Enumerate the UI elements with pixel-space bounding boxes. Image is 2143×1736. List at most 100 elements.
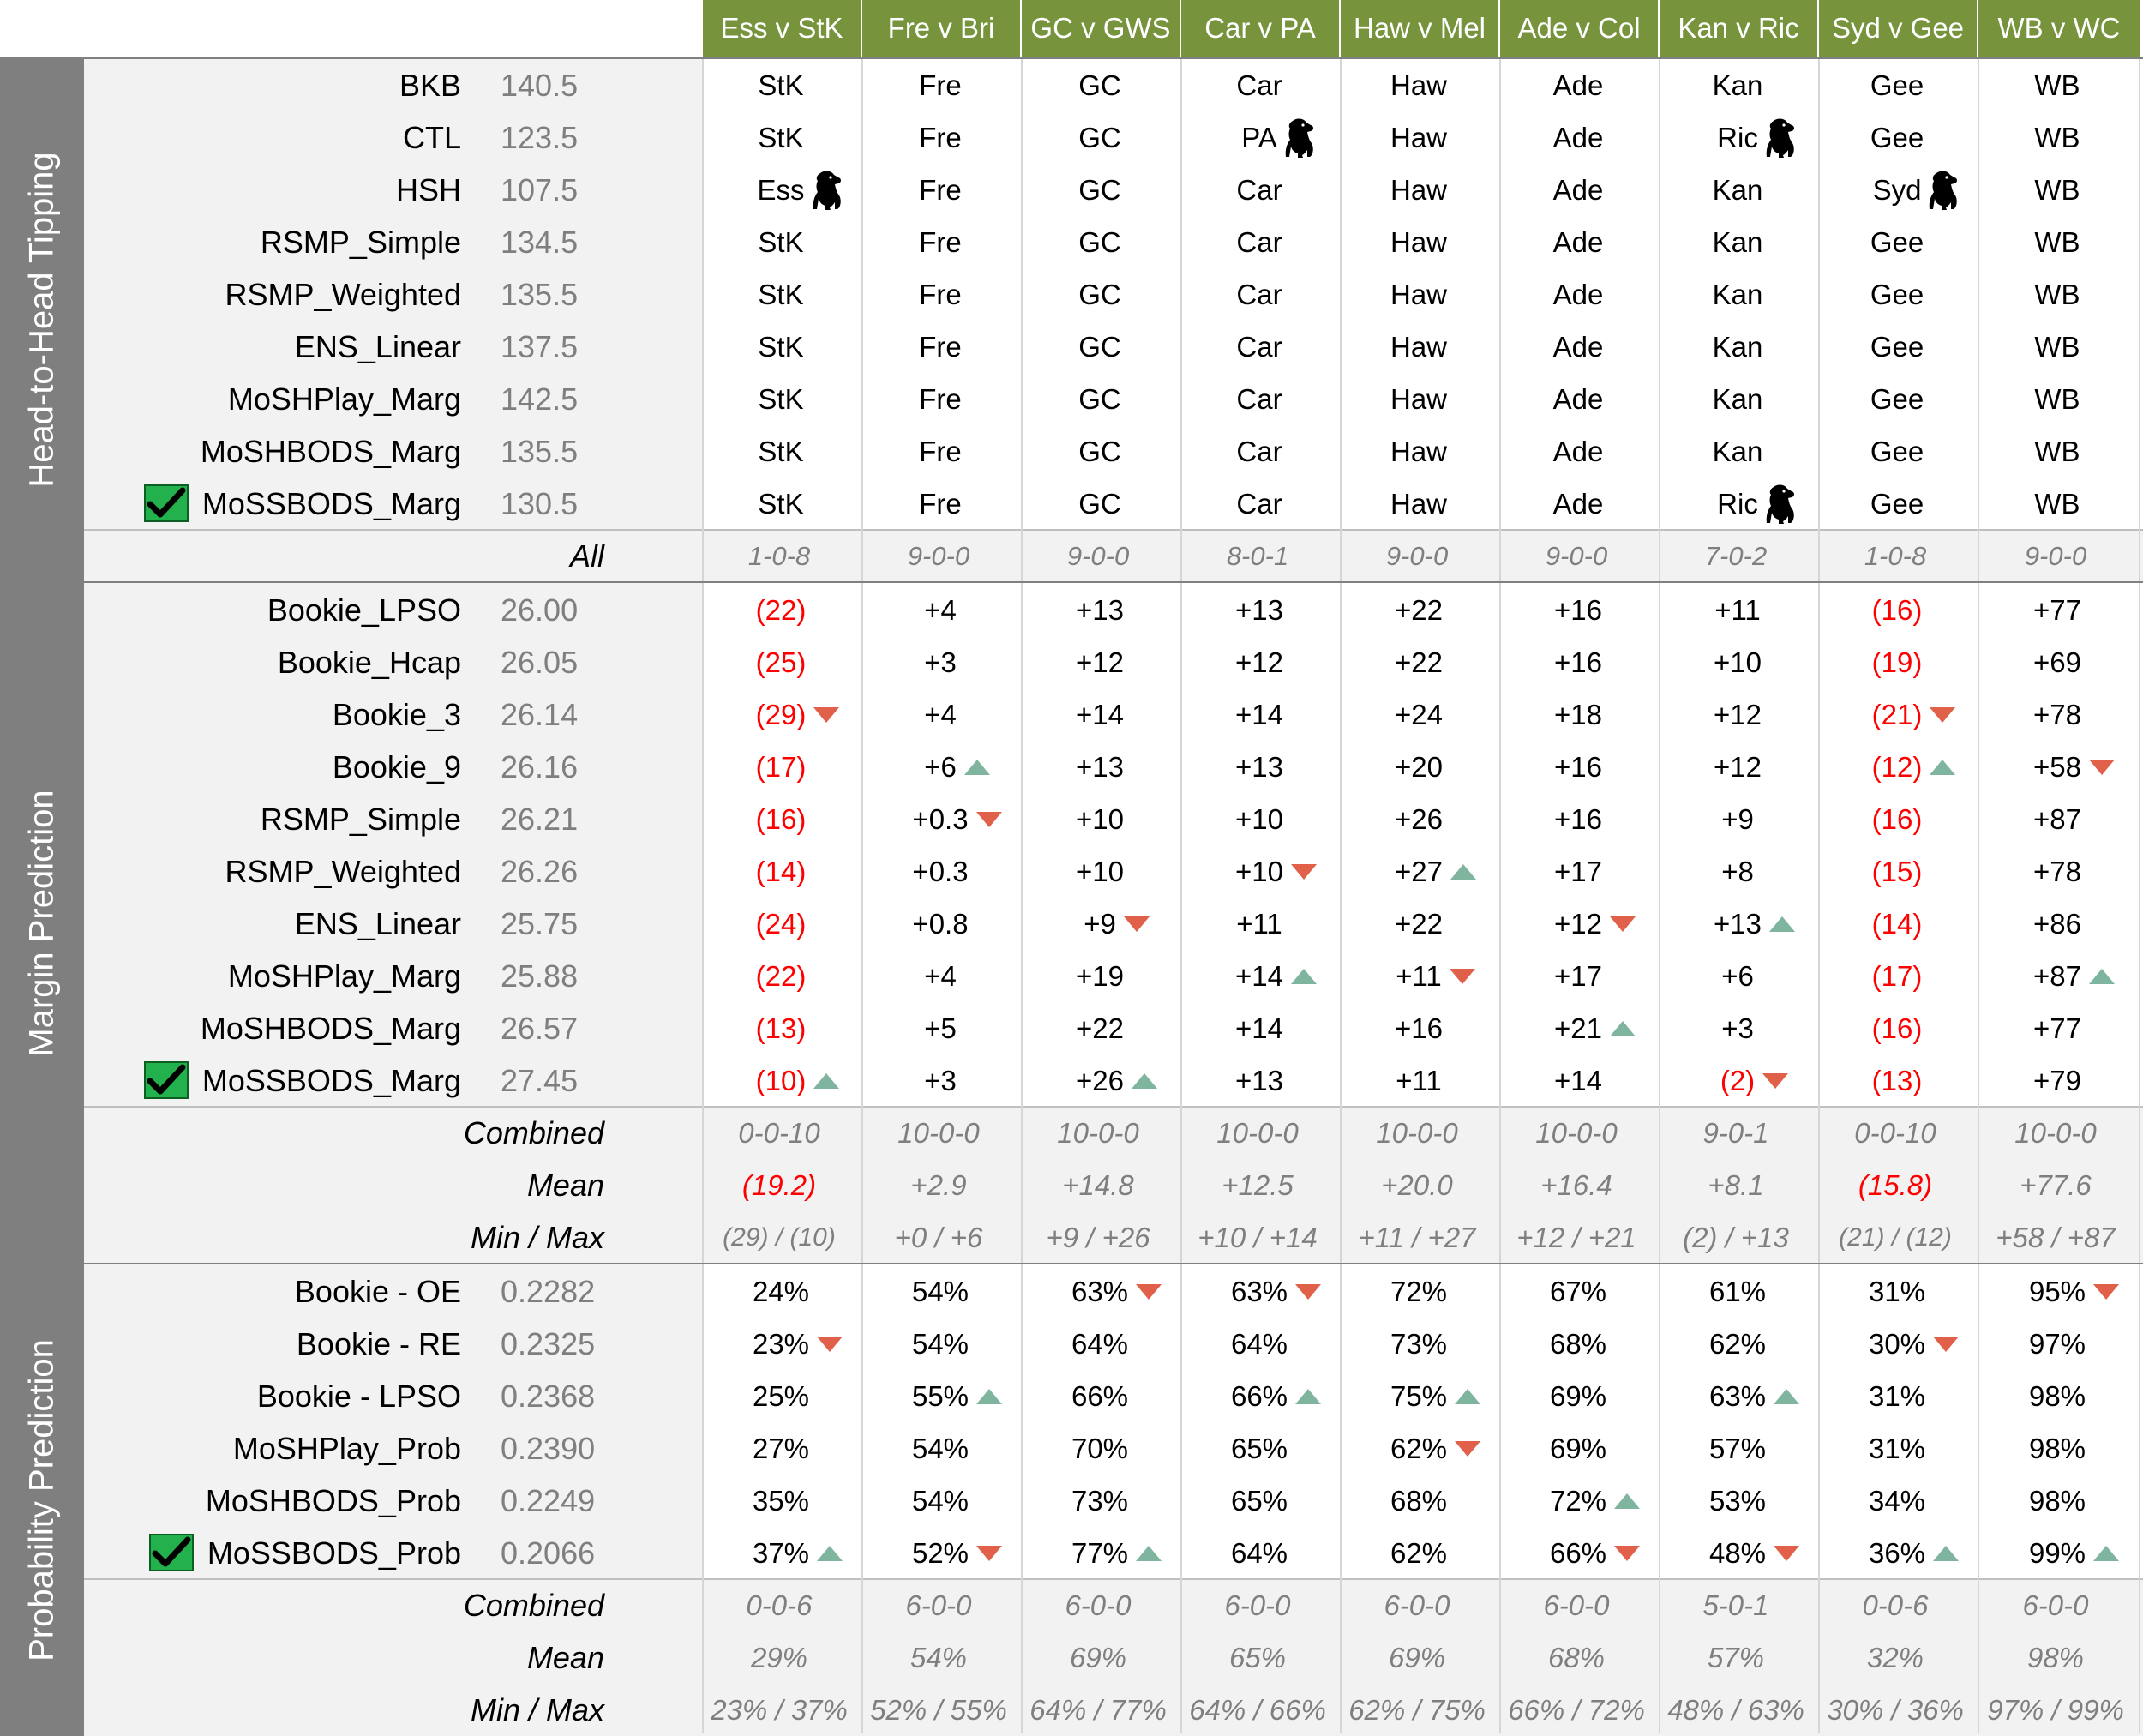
table-row: RSMP_Simple 134.5 StK Fre GC Car Haw Ade Kan Gee W… [0, 216, 2143, 268]
table-cell: Gee [1870, 383, 1924, 415]
table-cell: 98% [2028, 1485, 2086, 1517]
table-cell: +16 [1554, 646, 1602, 678]
table-cell: +22 [1395, 594, 1443, 626]
dog-icon [1928, 164, 1959, 216]
table-cell: +16 [1554, 751, 1602, 783]
summary-cell: (19.2) [741, 1169, 817, 1201]
table-cell: 61% [1708, 1276, 1767, 1307]
table-row: Bookie_Hcap 26.05 (25) +3 +12 +12 +22 +16 +10 (19… [0, 636, 2143, 688]
summary-cell: 6-0-0 [1065, 1589, 1132, 1621]
summary-cell: 29% [750, 1642, 808, 1673]
model-name: ENS_Linear [294, 329, 461, 364]
summary-cell: 64% / 66% [1189, 1694, 1326, 1726]
table-cell: Haw [1390, 488, 1448, 520]
model-score: 26.16 [501, 749, 579, 784]
triangle-up-icon [816, 1527, 843, 1579]
table-cell: +10 [1235, 803, 1283, 835]
table-cell: 66% [1071, 1380, 1129, 1412]
game-header: GC v GWS [1022, 0, 1180, 57]
table-cell: (13) [755, 1012, 807, 1044]
table-cell: (2) [1720, 1065, 1756, 1096]
model-score: 137.5 [501, 329, 579, 364]
table-cell: +8 [1721, 856, 1754, 887]
table-cell: StK [758, 69, 804, 101]
model-name: Bookie_9 [332, 749, 461, 784]
table-cell: Gee [1870, 122, 1924, 153]
model-name: RSMP_Weighted [225, 277, 461, 312]
model-name: Bookie - RE [296, 1326, 461, 1361]
table-cell: Haw [1390, 226, 1448, 258]
table-cell: Kan [1712, 436, 1763, 467]
table-cell: 69% [1549, 1433, 1607, 1464]
table-cell: 65% [1230, 1485, 1288, 1517]
table-cell: Kan [1712, 174, 1763, 206]
table-cell: Haw [1390, 436, 1448, 467]
table-cell: +14 [1235, 960, 1283, 992]
table-row: ENS_Linear 25.75 (24) +0.8 +9 +11 +22 +12 +13 (14… [0, 898, 2143, 950]
table-cell: 63% [1708, 1380, 1767, 1412]
summary-cell: 10-0-0 [1216, 1117, 1299, 1149]
table-cell: WB [2034, 69, 2080, 101]
summary-cell: 10-0-0 [1376, 1117, 1458, 1149]
triangle-down-shape [1295, 1283, 1322, 1300]
summary-cell: 6-0-0 [2022, 1589, 2089, 1621]
table-cell: WB [2034, 331, 2080, 363]
table-cell: 34% [1868, 1485, 1926, 1517]
triangle-down-shape [1933, 1336, 1960, 1352]
checkmark-box [144, 1061, 189, 1099]
table-cell: 63% [1230, 1276, 1288, 1307]
table-cell: 73% [1071, 1485, 1129, 1517]
table-cell: 62% [1708, 1328, 1767, 1360]
table-cell: WB [2034, 174, 2080, 206]
label-panel [84, 582, 703, 1264]
table-cell: (16) [755, 803, 807, 835]
table-cell: GC [1078, 279, 1121, 310]
table-cell: +26 [1395, 803, 1443, 835]
triangle-up-icon [1609, 1002, 1636, 1054]
table-cell: Car [1236, 436, 1282, 467]
triangle-up-shape [1290, 968, 1317, 984]
summary-label: Min / Max [470, 1692, 604, 1727]
summary-label: Combined [463, 1588, 604, 1623]
table-cell: Car [1236, 331, 1282, 363]
model-name: Bookie - LPSO [256, 1379, 461, 1414]
summary-cell: 64% / 77% [1029, 1694, 1167, 1726]
model-name: RSMP_Simple [260, 225, 461, 260]
table-cell: 63% [1071, 1276, 1129, 1307]
model-name: Bookie_3 [332, 697, 461, 732]
summary-cell: 66% / 72% [1508, 1694, 1645, 1726]
table-cell: Fre [919, 122, 962, 153]
column-divider [1659, 57, 1660, 1733]
summary-cell: 6-0-0 [1224, 1589, 1291, 1621]
table-cell: Kan [1712, 383, 1763, 415]
table-cell: +13 [1235, 1065, 1283, 1096]
triangle-down-icon [1294, 1265, 1322, 1318]
table-row: Bookie - LPSO 0.2368 25% 55% 66% 66% 75% 69% 63%… [0, 1370, 2143, 1422]
triangle-down-icon [2092, 1265, 2120, 1318]
column-divider [1340, 57, 1342, 1733]
model-score: 107.5 [501, 172, 579, 207]
summary-cell: 48% / 63% [1667, 1694, 1804, 1726]
table-cell: 24% [752, 1276, 810, 1307]
table-cell: +20 [1395, 751, 1443, 783]
table-cell: +27 [1395, 856, 1443, 887]
table-cell: +22 [1076, 1012, 1124, 1044]
table-cell: Kan [1712, 279, 1763, 310]
triangle-up-icon [1135, 1527, 1162, 1579]
table-cell: +22 [1395, 646, 1443, 678]
summary-cell: 54% [909, 1642, 968, 1673]
table-cell: (24) [755, 908, 807, 940]
table-cell: 31% [1868, 1276, 1926, 1307]
model-score: 135.5 [501, 434, 579, 469]
game-header: Ess v StK [703, 0, 861, 57]
table-cell: Haw [1390, 279, 1448, 310]
dog-silhouette [813, 171, 841, 210]
summary-band [703, 530, 2143, 582]
summary-cell: 10-0-0 [1535, 1117, 1618, 1149]
summary-cell: +58 / +87 [1996, 1222, 2116, 1253]
table-cell: +12 [1554, 908, 1602, 940]
triangle-up-shape [1609, 1020, 1636, 1036]
triangle-down-icon [1609, 898, 1636, 950]
dog-silhouette [1766, 484, 1794, 524]
table-cell: StK [758, 331, 804, 363]
